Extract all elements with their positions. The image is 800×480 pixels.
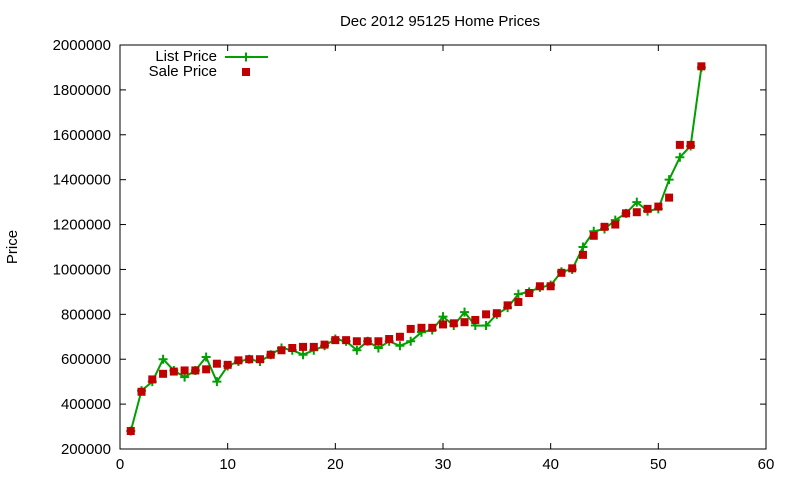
y-tick-label: 400000 (61, 396, 111, 413)
sale-price-point (514, 297, 523, 306)
list-price-point (201, 352, 211, 362)
list-price-point (675, 152, 685, 162)
sale-price-point (503, 301, 512, 310)
list-price-point (298, 350, 308, 360)
sale-price-point (374, 337, 383, 346)
y-axis-label: Price (4, 230, 21, 264)
list-price-point (664, 175, 674, 185)
sale-price-point (578, 250, 587, 259)
sale-price-point (439, 320, 447, 329)
list-price-point (158, 354, 168, 364)
legend: List Price Sale Price (149, 48, 268, 80)
sale-price-point (202, 365, 211, 374)
sale-price-point (245, 355, 254, 364)
list-price-point (395, 341, 405, 351)
list-price-point (513, 289, 523, 299)
series-layer (126, 62, 706, 436)
sale-price-point (320, 340, 329, 349)
sale-price-point (600, 222, 609, 231)
sale-price-point (406, 324, 415, 333)
x-tick-label: 50 (650, 456, 667, 473)
sale-price-point (191, 366, 200, 375)
sale-price-point (363, 337, 372, 346)
sale-price-point (148, 375, 157, 384)
sale-price-point (417, 323, 426, 332)
sale-price-point (277, 346, 286, 355)
sale-price-point (137, 387, 146, 396)
list-price-point (406, 336, 416, 346)
y-tick-label: 200000 (61, 441, 111, 458)
sale-price-point (460, 318, 469, 327)
sale-price-point (471, 315, 480, 324)
sale-price-point (632, 208, 641, 217)
sale-price-point (675, 140, 684, 149)
y-tick-label: 600000 (61, 351, 111, 368)
y-tick-label: 1000000 (53, 261, 111, 278)
list-price-point (632, 197, 642, 207)
y-tick-label: 1600000 (53, 127, 111, 144)
sale-price-point (589, 231, 598, 240)
x-tick-label: 40 (542, 456, 559, 473)
x-tick-label: 0 (116, 456, 124, 473)
legend-marker-sale-price (242, 68, 250, 76)
sale-price-point (428, 323, 437, 332)
plot-border (119, 44, 767, 450)
sale-price-point (180, 366, 189, 375)
sale-price-point (299, 342, 308, 351)
sale-price-point (255, 355, 264, 364)
sale-price-point (309, 342, 318, 351)
y-tick-label: 1400000 (53, 172, 111, 189)
y-tick-label: 2000000 (53, 37, 111, 54)
list-price-point (578, 242, 588, 252)
sale-price-point (557, 268, 566, 277)
sale-price-point (234, 356, 243, 365)
sale-price-point (622, 209, 631, 218)
list-price-point (212, 377, 222, 387)
legend-marker-list-price (241, 52, 251, 62)
sale-price-point (342, 336, 351, 345)
sale-price-point (643, 204, 652, 213)
sale-price-point (212, 359, 221, 368)
sale-price-point (223, 360, 232, 369)
sale-price-point (331, 336, 340, 345)
sale-price-point (395, 332, 404, 341)
legend-label-sale-price: Sale Price (149, 63, 217, 80)
sale-price-point (654, 202, 663, 211)
list-price-point (438, 312, 448, 322)
sale-price-point (535, 282, 544, 291)
x-tick-label: 30 (435, 456, 452, 473)
sale-price-point (665, 193, 674, 202)
x-tick-label: 10 (219, 456, 236, 473)
sale-price-point (568, 264, 577, 273)
sale-price-point (385, 335, 394, 344)
list-price-line (129, 67, 703, 432)
sale-price-point (482, 310, 491, 319)
sale-price-point (159, 369, 168, 378)
sale-price-point (449, 319, 458, 328)
y-tick-label: 1800000 (53, 82, 111, 99)
y-tick-label: 1200000 (53, 217, 111, 234)
x-tick-label: 60 (758, 456, 775, 473)
x-tick-label: 20 (327, 456, 344, 473)
axis-ticks: 0 10 20 30 40 50 60 200000 400000 600000 800000 100… (53, 37, 775, 473)
list-price-point (481, 321, 491, 331)
sale-price-point (352, 337, 361, 346)
sale-price-point (288, 344, 297, 352)
list-price-point (460, 307, 470, 317)
sale-price-point (611, 220, 620, 229)
list-price-point (352, 345, 362, 355)
sale-price-point (525, 289, 534, 298)
sale-price-point (126, 427, 135, 436)
sale-price-point (686, 140, 695, 149)
sale-price-point (169, 367, 178, 376)
sale-price-point (546, 282, 555, 291)
sale-price-point (266, 350, 275, 359)
chart-title: Dec 2012 95125 Home Prices (340, 13, 540, 30)
sale-price-point (697, 62, 706, 71)
y-tick-label: 800000 (61, 306, 111, 323)
sale-price-point (492, 309, 501, 318)
legend-label-list-price: List Price (155, 48, 217, 65)
